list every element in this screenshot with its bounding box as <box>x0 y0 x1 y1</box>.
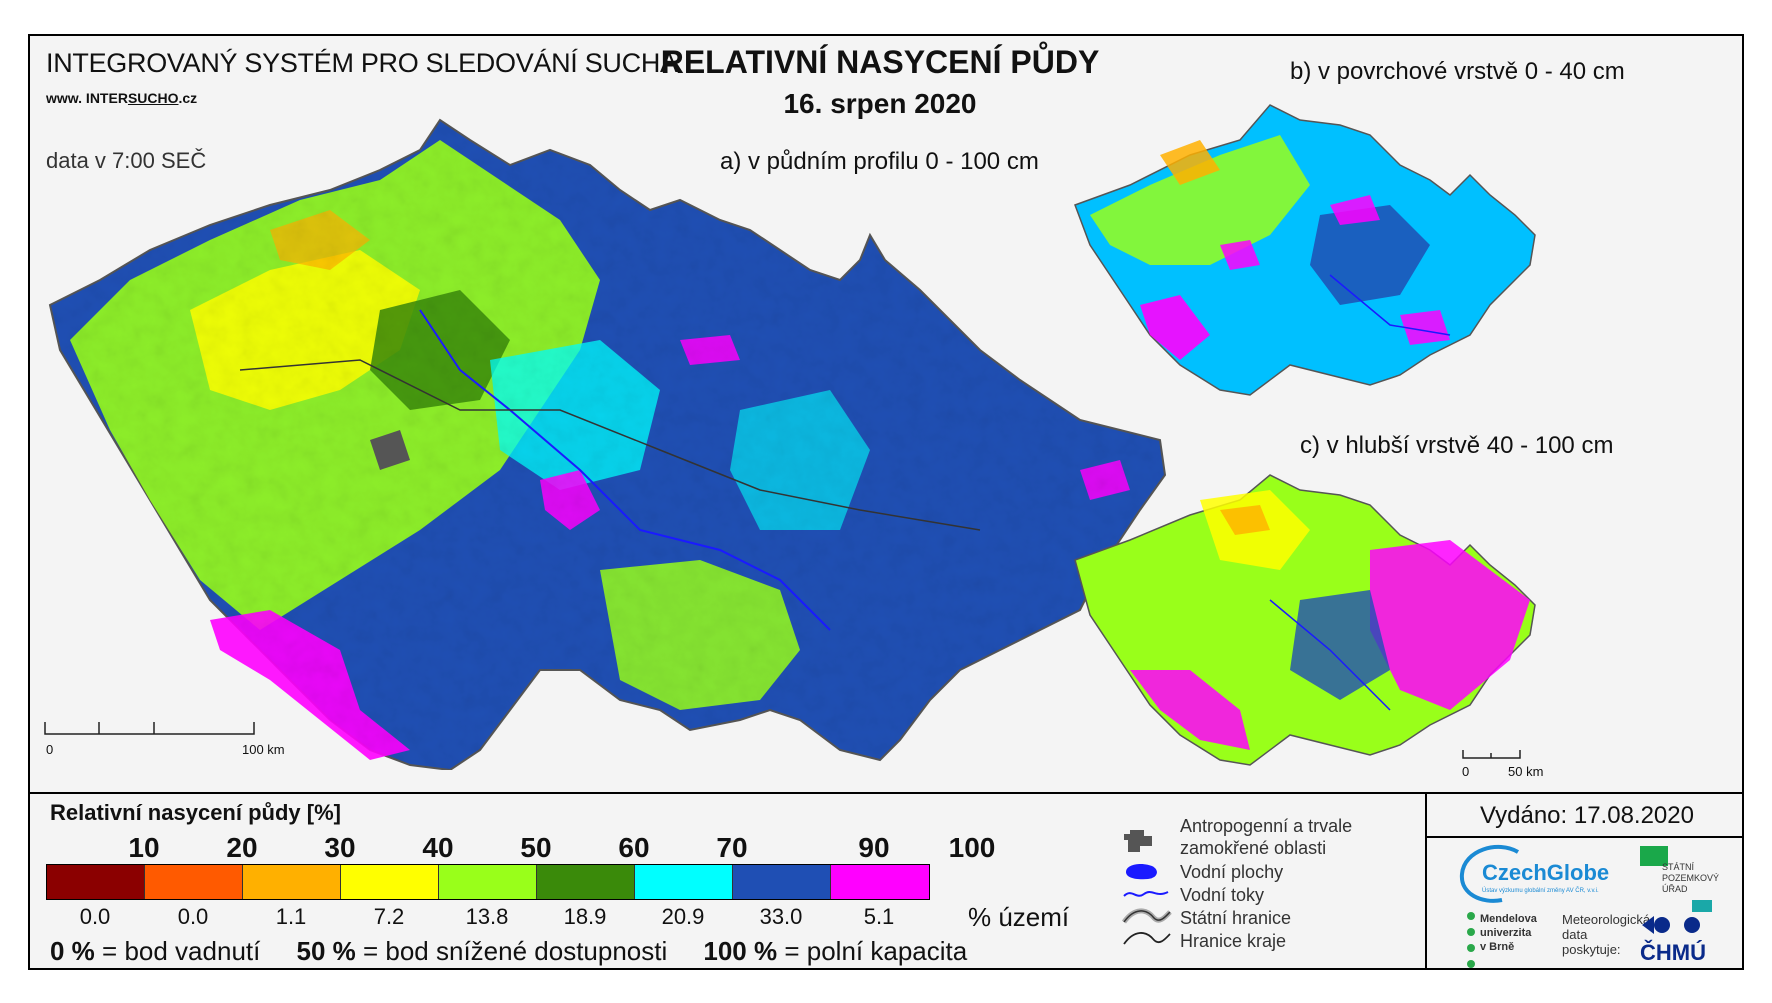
main-soil-saturation-map <box>48 118 1167 770</box>
map-legend-water-courses: Vodní toky <box>1180 885 1265 905</box>
definition-value: 50 % <box>296 936 356 966</box>
legend-color-bar <box>46 864 930 900</box>
legend-color-swatch <box>341 865 439 899</box>
threshold-label: 10 <box>128 832 160 863</box>
issued-date: Vydáno: 17.08.2020 <box>1480 802 1694 829</box>
legend-color-swatch <box>243 865 341 899</box>
main-map-label: a) v půdním profilu 0 - 100 cm <box>720 148 1039 175</box>
anthropogenic-area <box>370 430 410 470</box>
surface-map-label: b) v povrchové vrstvě 0 - 40 cm <box>1290 58 1625 85</box>
region-border-icon <box>1123 932 1171 945</box>
area-share-value: 0.0 <box>177 904 209 929</box>
map-legend-state-border: Státní hranice <box>1180 908 1292 928</box>
map-legend-water-bodies: Vodní plochy <box>1180 862 1284 882</box>
area-share-value: 7.2 <box>373 904 405 929</box>
threshold-label: 90 <box>858 832 890 863</box>
small-scale-start: 0 <box>1462 764 1470 779</box>
river-line <box>419 309 831 631</box>
meteo-data-text: Meteorologická data poskytuje: <box>1562 912 1651 957</box>
area-share-value: 20.9 <box>661 904 705 929</box>
legend-color-swatch <box>439 865 537 899</box>
anthropogenic-area-icon <box>1124 830 1152 852</box>
spu-logo-text: STÁTNÍ POZEMKOVÝ ÚŘAD <box>1662 862 1720 894</box>
legend-color-swatch <box>47 865 145 899</box>
mendel-dots-icon <box>1467 912 1475 968</box>
legend-color-swatch <box>145 865 243 899</box>
organization-name: INTEGROVANÝ SYSTÉM PRO SLEDOVÁNÍ SUCHA <box>46 48 678 78</box>
czechglobe-subtitle: Ústav výzkumu globální změny AV ČR, v.v.… <box>1482 888 1599 894</box>
small-scale-end: 50 km <box>1508 764 1544 779</box>
map-legend-anthropogenic-1: Antropogenní a trvale <box>1180 816 1353 836</box>
area-share-value: 13.8 <box>465 904 509 929</box>
chmu-logo-icon <box>1642 916 1700 934</box>
area-share-value: 0.0 <box>79 904 111 929</box>
definition-value: 0 % <box>50 936 95 966</box>
small-scale-bar <box>1462 750 1521 759</box>
legend-color-swatch <box>635 865 733 899</box>
map-legend-region-border: Hranice kraje <box>1180 931 1287 951</box>
water-course-icon <box>1123 891 1169 897</box>
definition-value: 100 % <box>703 936 778 966</box>
definition-text: = bod snížené dostupnosti <box>362 936 668 966</box>
main-scale-start: 0 <box>46 742 54 757</box>
right-panel-divider <box>1425 792 1427 970</box>
map-date: 16. srpen 2020 <box>783 88 977 119</box>
legend-color-swatch <box>831 865 929 899</box>
legend-color-swatch <box>733 865 831 899</box>
area-share-value: 5.1 <box>863 904 895 929</box>
threshold-label: 30 <box>324 832 356 863</box>
main-scale-bar <box>44 722 255 735</box>
state-border-icon <box>1122 908 1172 924</box>
region-border-line <box>239 359 981 531</box>
threshold-label: 70 <box>716 832 748 863</box>
area-share-value: 1.1 <box>275 904 307 929</box>
threshold-label: 20 <box>226 832 258 863</box>
surface-layer-map <box>1074 104 1536 396</box>
threshold-label: 40 <box>422 832 454 863</box>
website-link[interactable]: www. INTERSUCHO.cz <box>46 90 198 106</box>
mendel-university-logo: Mendelova univerzita v Brně <box>1480 913 1537 953</box>
chmu-accent-icon <box>1692 900 1712 912</box>
czechglobe-logo: CzechGlobe <box>1482 860 1610 885</box>
area-share-value: 18.9 <box>563 904 607 929</box>
main-scale-end: 100 km <box>242 742 285 757</box>
deep-map-label: c) v hlubší vrstvě 40 - 100 cm <box>1300 432 1614 459</box>
chmu-logo: ČHMÚ <box>1640 940 1706 965</box>
legend-color-swatch <box>537 865 635 899</box>
area-share-unit: % území <box>968 902 1070 932</box>
definition-text: = polní kapacita <box>784 936 968 966</box>
deep-layer-map <box>1074 474 1536 766</box>
legend-definitions: 0 % = bod vadnutí 50 % = bod snížené dos… <box>50 936 967 967</box>
water-body-icon <box>1126 864 1157 880</box>
threshold-label: 60 <box>618 832 650 863</box>
threshold-label: 50 <box>520 832 552 863</box>
czechglobe-logo-icon <box>1459 844 1520 903</box>
threshold-label: 100 <box>948 832 996 863</box>
definition-text: = bod vadnutí <box>102 936 261 966</box>
issued-divider <box>1427 836 1744 838</box>
map-legend-anthropogenic-2: zamokřené oblasti <box>1180 838 1327 858</box>
legend-title: Relativní nasycení půdy [%] <box>50 800 341 825</box>
bottom-divider <box>28 792 1744 794</box>
texture-overlay <box>50 120 1165 770</box>
data-time: data v 7:00 SEČ <box>46 148 207 173</box>
spu-logo-icon <box>1640 846 1668 866</box>
area-share-value: 33.0 <box>759 904 803 929</box>
page-title: RELATIVNÍ NASYCENÍ PŮDY <box>660 44 1100 80</box>
